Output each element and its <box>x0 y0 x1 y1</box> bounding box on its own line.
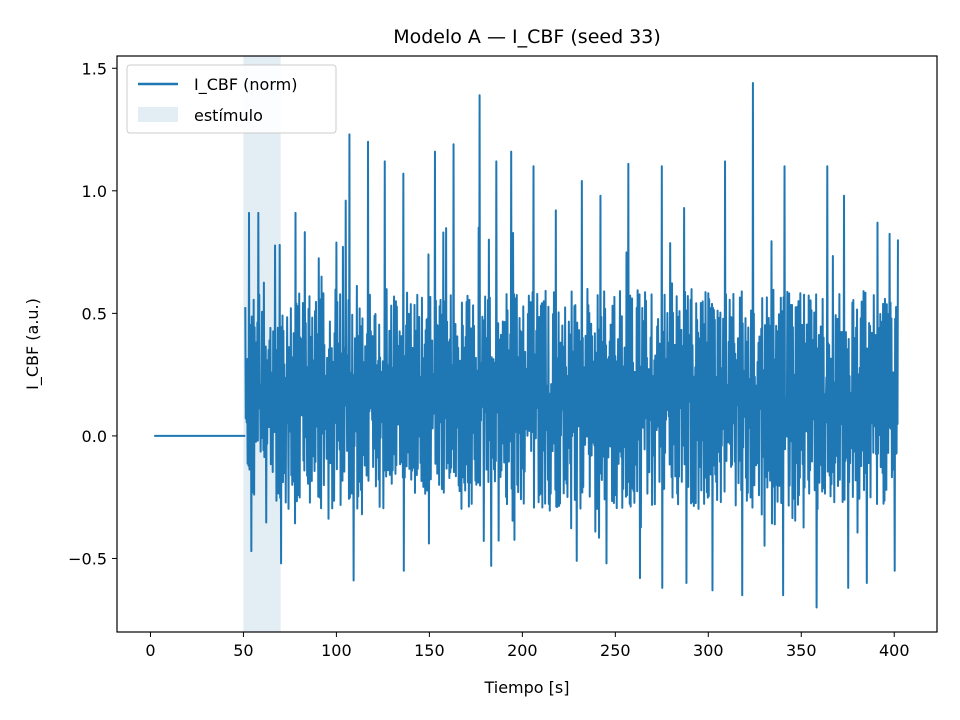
y-tick-label: 0.5 <box>82 304 107 323</box>
plot-area <box>154 56 899 632</box>
legend-line-label: I_CBF (norm) <box>194 75 297 95</box>
x-axis: 0 50 100 150 200 250 300 350 400 <box>145 632 910 660</box>
y-tick-label: −0.5 <box>68 549 107 568</box>
x-tick-label: 250 <box>600 641 631 660</box>
series-i-cbf <box>154 81 899 609</box>
legend: I_CBF (norm) estímulo <box>126 64 337 134</box>
x-tick-label: 50 <box>233 641 253 660</box>
x-tick-label: 0 <box>145 641 155 660</box>
x-tick-label: 200 <box>507 641 538 660</box>
legend-span-label: estímulo <box>194 106 263 125</box>
y-tick-label: 0.0 <box>82 427 107 446</box>
x-tick-label: 350 <box>786 641 817 660</box>
x-tick-label: 400 <box>879 641 910 660</box>
y-axis-label: I_CBF (a.u.) <box>23 298 43 390</box>
y-axis: −0.5 0.0 0.5 1.0 1.5 <box>68 59 117 568</box>
legend-span-swatch <box>138 107 178 122</box>
y-tick-label: 1.0 <box>82 182 107 201</box>
x-tick-label: 150 <box>414 641 445 660</box>
x-tick-label: 100 <box>321 641 352 660</box>
plot-frame <box>116 55 938 633</box>
x-tick-label: 300 <box>693 641 724 660</box>
x-axis-label: Tiempo [s] <box>483 678 569 697</box>
series-signal-line <box>244 81 899 609</box>
chart-title: Modelo A — I_CBF (seed 33) <box>393 26 661 48</box>
y-tick-label: 1.5 <box>82 59 107 78</box>
legend-box <box>126 64 337 134</box>
